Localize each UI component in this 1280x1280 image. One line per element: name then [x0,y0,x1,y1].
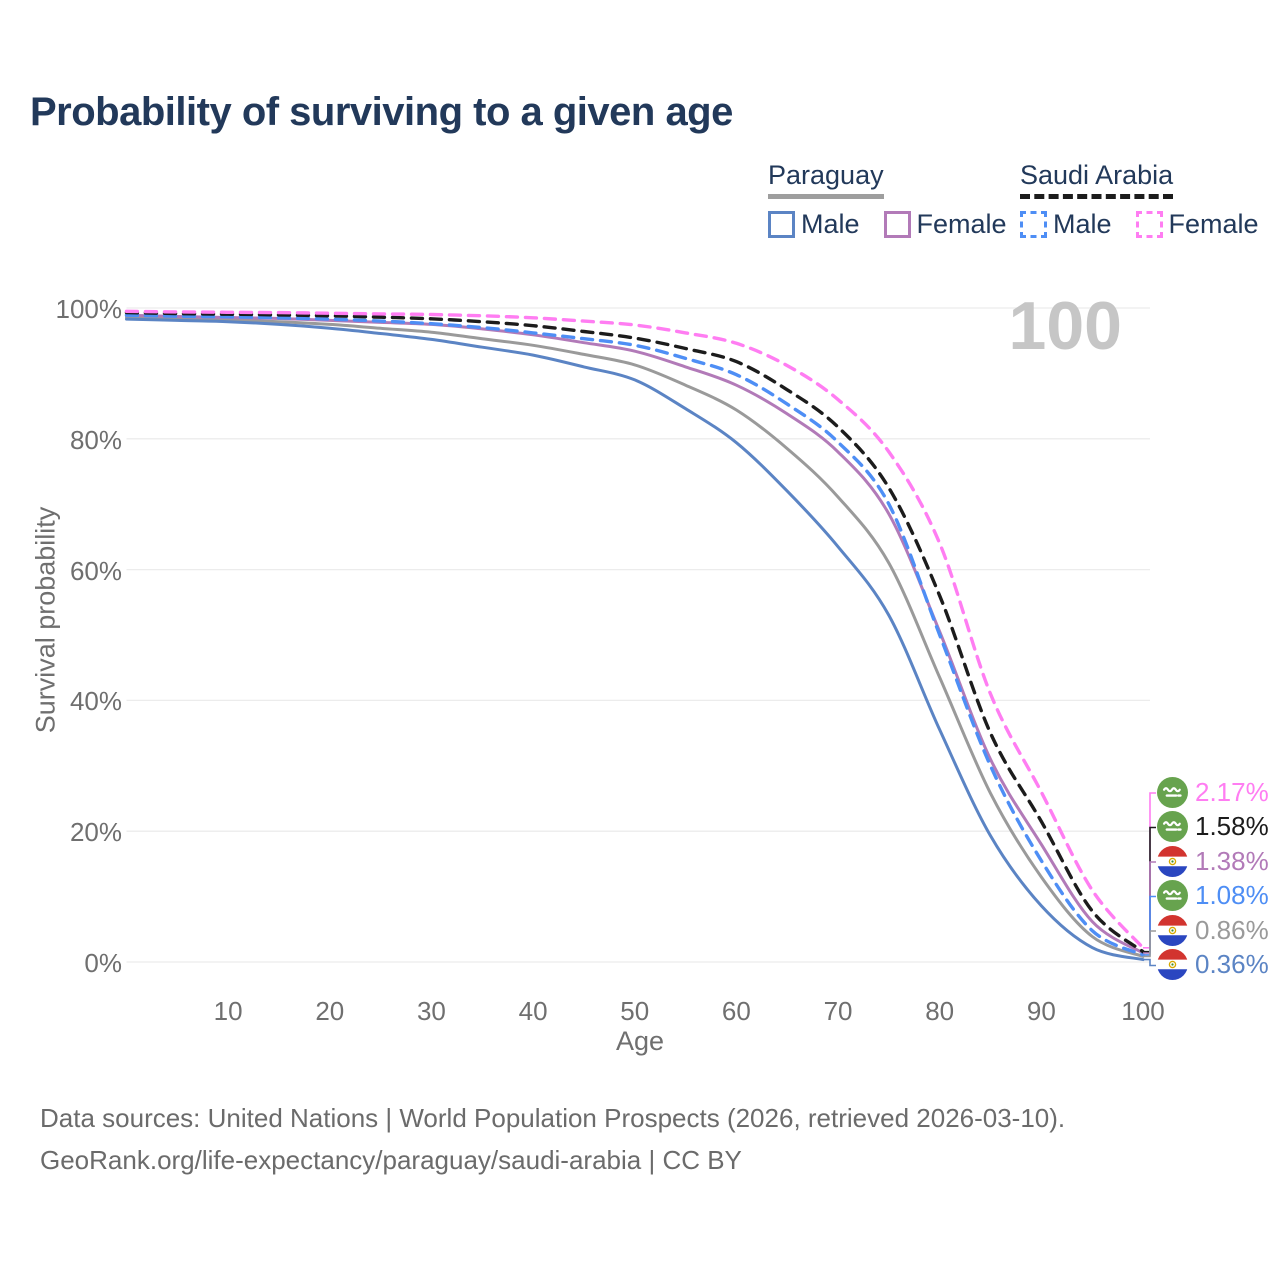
x-tick-10: 10 [213,996,243,1026]
y-tick-0%: 0% [84,948,122,978]
legend-country-paraguay[interactable]: Paraguay [768,160,884,199]
legend-label: Male [801,209,860,239]
series-line-paraguay-female[interactable] [125,313,1145,955]
series-line-saudi-arabia-female[interactable] [124,309,1145,950]
end-label-value: 0.86% [1195,914,1269,945]
saudi-female-swatch-icon [1135,211,1163,238]
x-tick-90: 90 [1026,996,1056,1026]
saudi-arabia-flag-icon [1157,776,1188,808]
paraguay-flag-icon [1157,914,1188,946]
y-tick-40%: 40% [69,686,122,717]
paraguay-male-swatch-icon [768,211,795,238]
saudi-male-swatch-icon [1020,211,1047,238]
x-tick-60: 60 [721,996,751,1026]
saudi-arabia-flag-icon [1157,880,1188,911]
x-tick-20: 20 [315,996,345,1026]
x-tick-50: 50 [620,996,650,1026]
legend-item-paraguay-male[interactable]: Male [768,209,860,240]
end-label-value: 2.17% [1195,776,1269,807]
legend-group-saudi-arabia: Saudi Arabia Male Female [1020,160,1259,240]
legend-item-saudi-male[interactable]: Male [1020,209,1112,240]
end-label-connector [1143,958,1156,967]
end-label-value: 1.58% [1195,811,1269,841]
legend-items-saudi-arabia: Male Female [1020,209,1259,240]
paraguay-flag-icon [1157,949,1188,980]
end-label-connector [1143,930,1156,958]
end-label-saudi-arabia-female: 2.17% [1157,776,1269,808]
y-tick-100%: 100% [55,294,123,324]
legend-label: Female [1168,209,1259,239]
footer-source-line: Data sources: United Nations | World Pop… [40,1103,1066,1133]
y-tick-80%: 80% [69,424,122,455]
footer-url-line: GeoRank.org/life-expectancy/paraguay/sau… [40,1145,742,1175]
series-line-saudi-arabia-both-sexes[interactable] [124,310,1145,954]
series-line-saudi-arabia-male[interactable] [124,313,1145,957]
series-line-paraguay-male[interactable] [125,317,1145,962]
y-tick-60%: 60% [69,555,122,586]
x-axis-title: Age [616,1026,665,1056]
age-watermark: 100 [1008,288,1122,364]
end-label-saudi-arabia-both-sexes: 1.58% [1157,811,1269,842]
end-label-paraguay-male: 0.36% [1157,949,1269,980]
paraguay-female-swatch-icon [883,211,911,238]
x-tick-40: 40 [518,996,548,1026]
end-label-paraguay-female: 1.38% [1157,845,1269,877]
page-title: Probability of surviving to a given age [30,90,733,134]
end-label-value: 0.36% [1195,949,1269,979]
legend-group-paraguay: Paraguay Male Female [768,160,1007,240]
end-label-value: 1.08% [1195,880,1269,910]
legend-items-paraguay: Male Female [768,209,1007,240]
y-tick-20%: 20% [69,817,122,848]
paraguay-flag-icon [1157,845,1188,877]
saudi-arabia-flag-icon [1157,811,1188,842]
legend-label: Male [1053,209,1112,239]
end-label-value: 1.38% [1195,845,1269,876]
x-tick-80: 80 [925,996,955,1026]
legend-label: Female [916,209,1007,239]
x-tick-30: 30 [416,996,446,1026]
x-tick-100: 100 [1121,996,1165,1026]
legend-country-saudi-arabia[interactable]: Saudi Arabia [1020,160,1174,199]
legend-item-paraguay-female[interactable]: Female [883,209,1007,240]
end-label-paraguay-both-sexes: 0.86% [1157,914,1269,946]
end-label-connector [1143,895,1156,956]
end-label-saudi-arabia-male: 1.08% [1157,880,1269,911]
legend-item-saudi-female[interactable]: Female [1135,209,1259,240]
x-tick-70: 70 [823,996,853,1026]
series-line-paraguay-both-sexes[interactable] [125,315,1145,958]
